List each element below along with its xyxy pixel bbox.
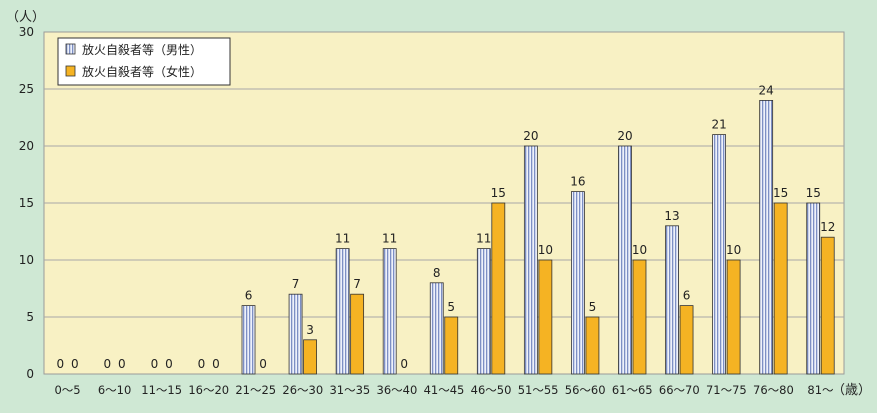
- data-label-male: 0: [104, 357, 112, 371]
- x-tick-label: 56～60: [565, 383, 606, 397]
- bar-male: [712, 134, 727, 375]
- legend-swatch-male: [65, 43, 76, 55]
- data-label-female: 15: [773, 186, 788, 200]
- data-label-male: 0: [56, 357, 64, 371]
- y-tick-label: 30: [19, 25, 34, 39]
- bar-female: [350, 293, 365, 375]
- bar-male: [382, 248, 397, 375]
- x-tick-label: 71～75: [706, 383, 747, 397]
- bar-male: [288, 293, 303, 375]
- x-tick-label: 51～55: [518, 383, 559, 397]
- bar-male: [665, 225, 679, 375]
- x-tick-label: 66～70: [659, 383, 700, 397]
- data-label-male: 13: [664, 209, 679, 223]
- bar-male: [429, 282, 444, 375]
- x-axis-ticks: 0～5 6～10 11～15 16～20 21～25 26～30 31～35 36～40 41～…: [54, 383, 834, 397]
- bar-female: [632, 259, 647, 375]
- data-label-female: 7: [353, 277, 361, 291]
- data-label-female: 0: [71, 357, 79, 371]
- legend-label-male: 放火自殺者等（男性）: [82, 42, 202, 57]
- data-label-male: 15: [806, 186, 821, 200]
- data-label-female: 5: [589, 300, 597, 314]
- data-label-male: 20: [617, 129, 632, 143]
- bar-male: [476, 248, 491, 375]
- data-label-male: 8: [433, 266, 441, 280]
- gridlines: [44, 88, 844, 318]
- y-tick-label: 0: [26, 367, 34, 381]
- x-tick-label: 46～50: [471, 383, 512, 397]
- data-label-female: 12: [820, 220, 835, 234]
- bar-female: [679, 305, 694, 375]
- y-tick-label: 10: [19, 253, 34, 267]
- bar-female: [726, 259, 741, 375]
- bar-male: [806, 202, 821, 375]
- bar-female: [773, 202, 788, 375]
- data-label-male: 20: [523, 129, 538, 143]
- data-label-female: 0: [400, 357, 408, 371]
- data-label-female: 15: [491, 186, 506, 200]
- bar-male: [335, 248, 350, 375]
- data-label-male: 24: [759, 83, 774, 97]
- y-axis-ticks: 0 5 10 15 20 25 30: [19, 25, 34, 381]
- data-label-female: 0: [259, 357, 267, 371]
- data-label-female: 6: [683, 289, 691, 303]
- data-label-female: 0: [165, 357, 173, 371]
- bar-female: [491, 202, 506, 375]
- data-label-male: 6: [245, 289, 253, 303]
- x-tick-label: 36～40: [377, 383, 418, 397]
- legend: 放火自殺者等（男性） 放火自殺者等（女性）: [57, 37, 231, 86]
- bar-male: [759, 100, 774, 375]
- data-label-female: 10: [632, 243, 647, 257]
- data-label-female: 3: [306, 323, 314, 337]
- legend-box: [57, 37, 231, 86]
- x-tick-label: 26～30: [282, 383, 323, 397]
- y-tick-label: 5: [26, 310, 34, 324]
- y-tick-label: 25: [19, 82, 34, 96]
- data-label-female: 10: [538, 243, 553, 257]
- x-tick-label: 21～25: [235, 383, 276, 397]
- data-label-male: 7: [292, 277, 300, 291]
- x-unit-label: （歳）: [832, 383, 871, 398]
- bar-male: [241, 305, 256, 375]
- bars: [241, 100, 835, 375]
- x-tick-label: 16～20: [188, 383, 229, 397]
- x-tick-label: 76～80: [753, 383, 794, 397]
- bar-female: [820, 236, 835, 375]
- data-label-male: 11: [335, 232, 350, 246]
- x-tick-label: 81～: [807, 383, 834, 397]
- data-label-male: 0: [198, 357, 206, 371]
- bar-female: [538, 259, 553, 375]
- bar-male: [618, 145, 632, 375]
- bar-female: [303, 339, 317, 375]
- y-unit-label: （人）: [6, 10, 45, 25]
- data-label-male: 0: [151, 357, 159, 371]
- data-label-male: 21: [711, 118, 726, 132]
- bar-male: [523, 145, 538, 375]
- data-labels: 0 0 0 0 0 0 0 060731171108511152010165201013621…: [56, 83, 835, 371]
- x-tick-label: 61～65: [612, 383, 653, 397]
- legend-label-female: 放火自殺者等（女性）: [82, 64, 202, 79]
- x-tick-label: 11～15: [141, 383, 182, 397]
- y-tick-label: 15: [19, 196, 34, 210]
- legend-swatch-female: [65, 65, 76, 77]
- x-tick-label: 41～45: [424, 383, 465, 397]
- data-label-female: 0: [212, 357, 220, 371]
- x-tick-label: 6～10: [98, 383, 131, 397]
- data-label-female: 0: [118, 357, 126, 371]
- data-label-male: 11: [476, 232, 491, 246]
- bar-female: [585, 316, 600, 375]
- data-label-female: 10: [726, 243, 741, 257]
- bar-female: [444, 316, 459, 375]
- x-tick-label: 0～5: [54, 383, 80, 397]
- data-label-male: 16: [570, 175, 585, 189]
- x-tick-label: 31～35: [329, 383, 370, 397]
- y-tick-label: 20: [19, 139, 34, 153]
- bar-male: [571, 191, 585, 375]
- data-label-female: 5: [447, 300, 455, 314]
- data-label-male: 11: [382, 232, 397, 246]
